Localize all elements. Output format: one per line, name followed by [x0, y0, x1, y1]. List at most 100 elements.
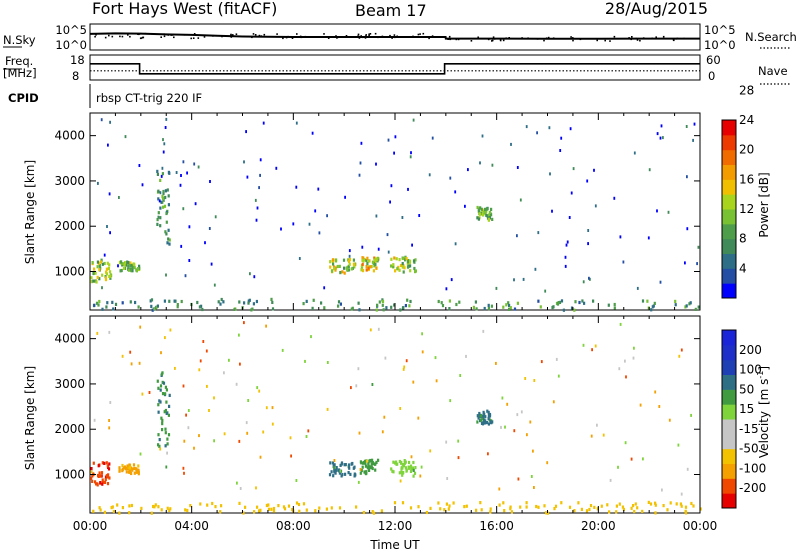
range-time-cell	[445, 502, 448, 506]
range-time-cell	[675, 502, 678, 506]
range-time-cell	[581, 299, 584, 303]
range-time-cell	[344, 463, 347, 467]
range-time-cell	[566, 240, 569, 244]
range-time-cell	[304, 359, 306, 363]
range-time-cell	[157, 211, 160, 215]
range-time-cell	[199, 359, 202, 363]
range-time-cell	[162, 381, 166, 385]
range-time-cell	[312, 298, 315, 302]
range-time-cell	[467, 168, 469, 172]
range-time-cell	[326, 361, 329, 364]
range-time-cell	[186, 171, 188, 175]
range-time-cell	[235, 382, 238, 386]
range-time-cell	[403, 365, 406, 369]
range-time-cell	[596, 507, 599, 511]
range-time-cell	[340, 462, 343, 466]
range-time-cell	[167, 413, 170, 417]
range-time-cell	[140, 506, 143, 510]
range-time-cell	[220, 297, 223, 302]
nsky-dot	[394, 36, 396, 39]
nsky-dot	[662, 35, 665, 38]
velocity-colorbar-tick: -15	[739, 422, 759, 436]
y-tick-label: 1000	[54, 468, 85, 482]
range-time-cell	[367, 467, 370, 471]
range-time-cell	[254, 198, 257, 202]
range-time-cell	[223, 371, 225, 375]
range-time-cell	[488, 216, 491, 220]
velocity-colorbar-swatch	[722, 463, 736, 479]
range-time-cell	[158, 444, 161, 448]
range-time-cell	[641, 509, 644, 513]
nsky-tick-top: 10^5	[55, 23, 87, 37]
range-time-cell	[487, 417, 490, 421]
range-time-cell	[619, 322, 622, 326]
range-time-cell	[159, 216, 162, 220]
range-time-cell	[587, 242, 589, 246]
range-time-cell	[377, 257, 380, 261]
range-time-cell	[630, 506, 633, 510]
range-time-cell	[373, 258, 376, 262]
range-time-cell	[401, 216, 404, 219]
range-time-cell	[375, 258, 378, 262]
nsky-dot	[300, 36, 303, 39]
range-time-cell	[375, 266, 378, 270]
nsky-dot	[282, 37, 284, 40]
range-time-cell	[481, 209, 484, 213]
range-time-cell	[535, 504, 538, 509]
range-time-cell	[690, 413, 692, 417]
range-time-cell	[587, 229, 590, 232]
range-time-cell	[163, 142, 166, 146]
range-time-cell	[271, 422, 274, 426]
range-time-cell	[127, 264, 130, 268]
range-time-cell	[560, 136, 563, 140]
range-time-cell	[363, 459, 367, 464]
range-time-cell	[150, 304, 153, 308]
range-time-cell	[624, 359, 626, 363]
range-time-cell	[553, 507, 556, 511]
velocity-colorbar-tick: 15	[739, 402, 754, 416]
power-colorbar: 4 8 12 16 20 24 28	[721, 83, 754, 299]
range-time-cell	[180, 174, 182, 177]
range-time-cell	[401, 265, 404, 269]
range-time-cell	[159, 224, 162, 228]
range-time-cell	[96, 331, 99, 335]
nsky-dot	[104, 36, 107, 39]
range-time-cell	[164, 195, 167, 200]
range-time-cell	[537, 231, 540, 235]
range-time-cell	[346, 268, 349, 272]
range-time-cell	[348, 262, 351, 266]
range-time-cell	[428, 173, 431, 177]
range-time-cell	[135, 467, 138, 471]
nsky-dot	[293, 36, 296, 38]
range-time-cell	[337, 300, 341, 304]
velocity-colorbar: -200 -100 -50 -15 15 50 100 200	[721, 329, 766, 509]
range-time-cell	[156, 222, 159, 226]
range-time-cell	[686, 175, 688, 179]
range-time-cell	[481, 134, 484, 138]
range-time-cell	[271, 406, 274, 410]
range-time-cell	[659, 136, 662, 140]
y-tick-label: 4000	[54, 129, 85, 143]
range-time-cell	[105, 267, 108, 271]
range-time-cell	[361, 245, 364, 249]
range-time-cell	[588, 276, 590, 280]
nsky-dot	[628, 37, 630, 39]
nsky-dot	[138, 33, 141, 35]
range-time-cell	[374, 261, 377, 265]
nsky-dot	[144, 32, 147, 35]
range-time-cell	[302, 302, 305, 306]
range-time-cell	[202, 340, 205, 343]
range-time-cell	[607, 303, 610, 307]
range-time-cell	[498, 487, 501, 491]
range-time-cell	[370, 459, 373, 463]
range-time-cell	[483, 418, 486, 422]
nave-tick-top: 60	[706, 53, 721, 67]
range-time-cell	[262, 430, 265, 434]
range-time-cell	[325, 507, 328, 511]
nsearch-tick-bottom: 10^0	[704, 38, 736, 52]
range-time-cell	[488, 412, 492, 417]
range-time-cell	[219, 302, 222, 306]
range-time-cell	[630, 457, 633, 461]
range-time-cell	[421, 332, 423, 336]
range-time-cell	[339, 463, 342, 467]
